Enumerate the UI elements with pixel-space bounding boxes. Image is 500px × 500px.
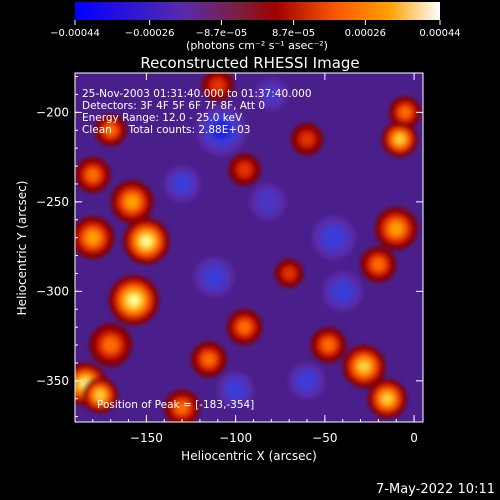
heatmap-hot-region [395,134,405,144]
heatmap-hot-region [358,361,370,372]
y-tick-label: −200 [36,105,69,119]
heatmap-hot-region [125,195,139,208]
colorbar-tick-label: 0.00044 [419,28,460,39]
y-axis-label: Heliocentric Y (arcsec) [15,181,29,316]
annotation-clean-counts: Clean Total counts: 2.88E+03 [82,124,251,136]
colorbar-tick-label: −8.7e−05 [196,28,248,39]
heatmap-cold-region [260,84,282,105]
heatmap-hot-region [210,78,225,93]
x-tick-label: −50 [312,431,337,445]
y-axis-ticks: −200 −250 −300 −350 [36,76,423,418]
chart-title: Reconstructed RHESSI Image [140,54,359,72]
heatmap-cold-region [256,190,280,214]
colorbar-tick-label: −0.00026 [125,28,175,39]
heatmap-hot-region [299,132,315,147]
heatmap-cold-region [323,227,344,248]
heatmap-cold-region [204,267,224,287]
annotation-detectors: Detectors: 3F 4F 5F 6F 7F 8F, Att 0 [82,100,265,112]
heatmap-hot-region [95,390,105,400]
annotation-time-range: 25-Nov-2003 01:31:40.000 to 01:37:40.000 [82,88,312,100]
colorbar-tick-labels: −0.00044 −0.00026 −8.7e−05 8.7e−05 0.00026 0.… [50,28,461,39]
x-axis-ticks: −150 −100 −50 0 [92,73,418,445]
heatmap-hot-region [399,106,411,118]
y-tick-label: −300 [36,284,69,298]
heatmap-hot-region [86,231,99,244]
colorbar-tick-label: −0.00044 [50,28,100,39]
y-tick-label: −350 [36,374,69,388]
heatmap-hot-region [175,401,189,414]
heatmap-hot-region [282,267,296,280]
annotation-energy-range: Energy Range: 12.0 - 25.0 keV [82,112,243,124]
heatmap-hot-region [202,353,216,366]
x-axis-label: Heliocentric X (arcsec) [181,449,317,463]
heatmap-hot-region [237,162,252,177]
heatmap-hot-region [86,168,100,182]
plot-frame [74,72,424,423]
heatmap-hot-region [322,338,335,352]
heatmap-cold-region [173,175,191,193]
colorbar-tick-label: 0.00026 [345,28,386,39]
x-tick-label: 0 [410,431,418,445]
heatmap-cold-region [211,120,231,140]
y-tick-label: −250 [36,195,69,209]
colorbar-tick-label: 8.7e−05 [272,28,315,39]
heatmap-hot-region [390,222,403,235]
heatmap-cold-region [298,372,316,390]
colorbar-units: (photons cm⁻² s⁻¹ asec⁻²) [186,39,328,52]
colorbar-ticks [74,20,441,25]
heatmap-hot-region [103,337,119,353]
heatmap-hot-region [372,258,385,271]
x-tick-label: −100 [219,431,252,445]
colorbar [75,2,440,20]
heatmap-hot-region [238,320,251,334]
heatmap-hot-region [105,124,117,136]
heatmap-cold-region [333,282,352,301]
x-tick-label: −150 [130,431,163,445]
heatmap-hot-region [141,236,152,247]
peak-position-label: Position of Peak = [-183,-354] [97,399,254,411]
heatmap-cold-region [227,381,245,399]
heatmap-hot-region [382,393,393,404]
heatmap-image [75,73,422,422]
heatmap-hot-region [128,295,140,306]
footer-timestamp: 7-May-2022 10:11 [376,482,495,497]
